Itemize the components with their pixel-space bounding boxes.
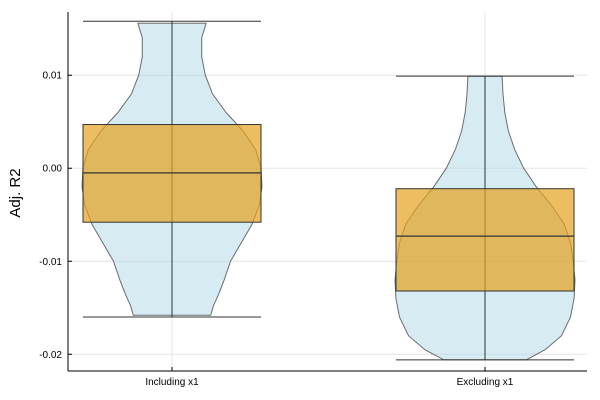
- box-2: [395, 188, 575, 292]
- y-tick-label-1: 0.00: [43, 164, 63, 175]
- y-tick-label-0: 0.01: [43, 71, 63, 82]
- y-tick-label-3: -0.02: [39, 350, 62, 361]
- x-tick-label-1: Excluding x1: [457, 377, 514, 388]
- axes: 0.01 0.00 -0.01 -0.02 Including x1 Excluding …: [39, 12, 587, 388]
- x-tick-label-0: Including x1: [145, 377, 199, 388]
- boxes: [82, 20, 575, 361]
- y-tick-label-2: -0.01: [39, 257, 62, 268]
- y-axis-label: Adj. R2: [7, 168, 24, 217]
